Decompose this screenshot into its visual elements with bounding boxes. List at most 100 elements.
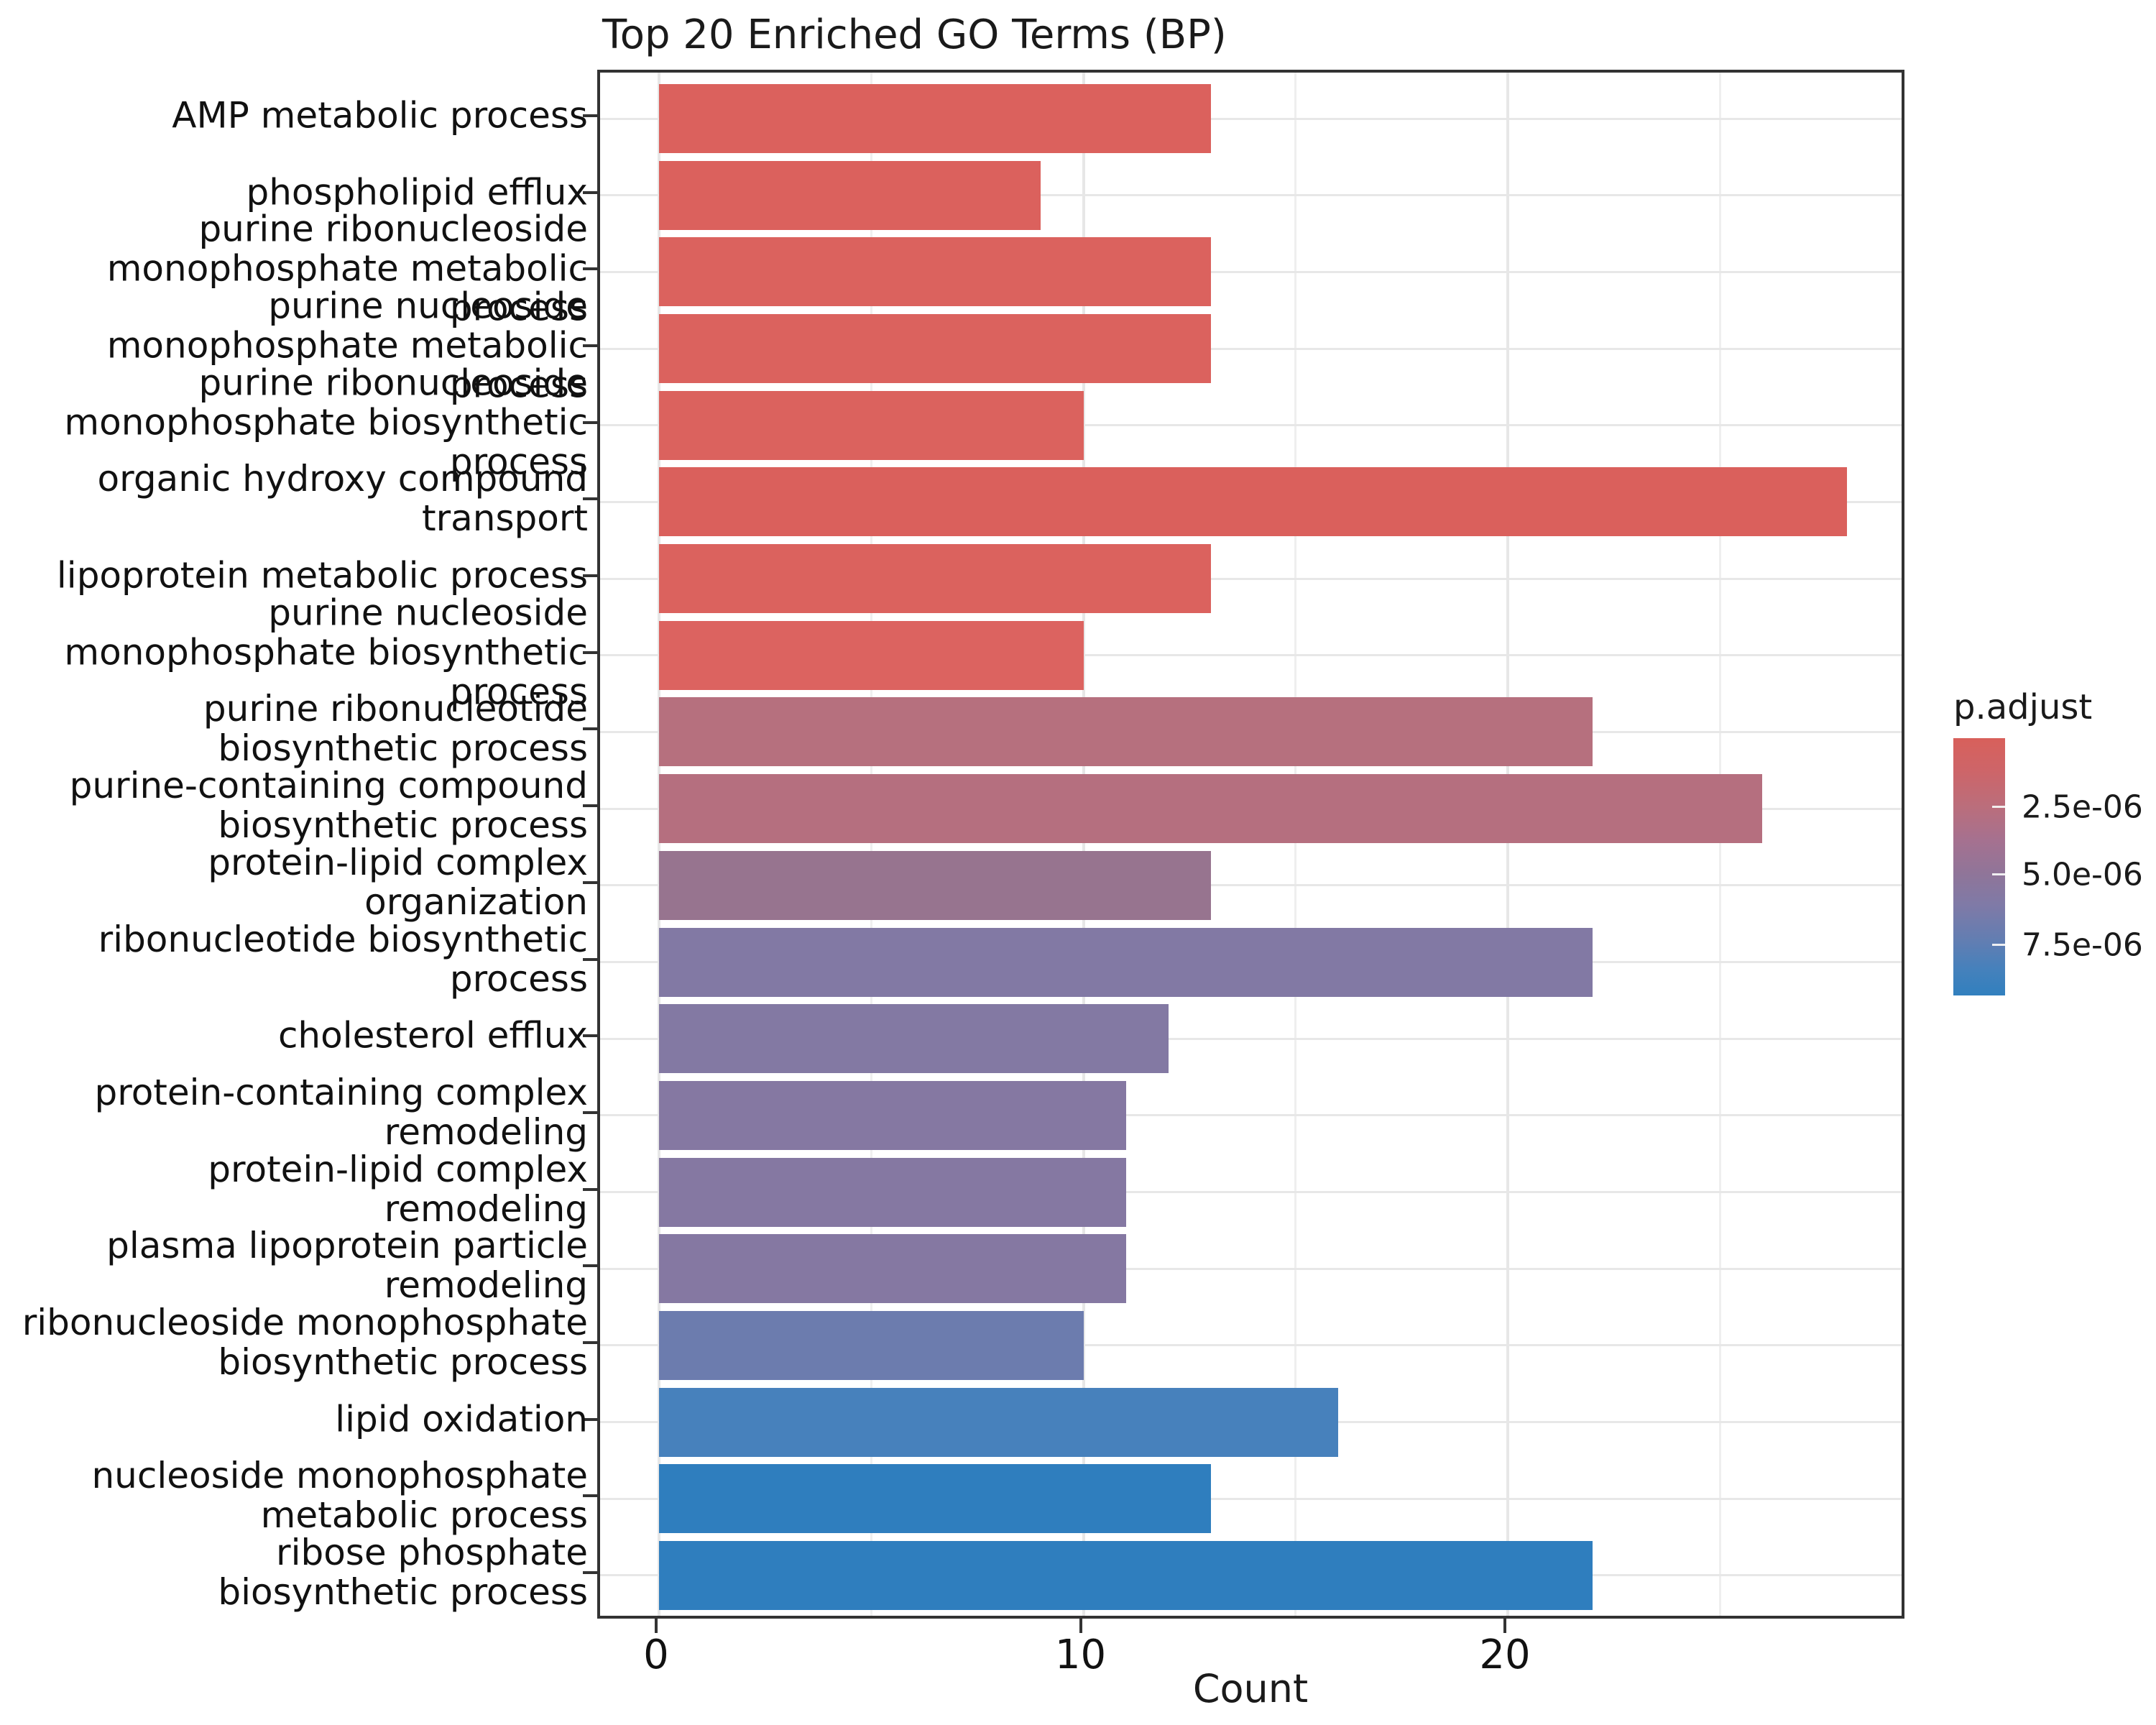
y-tick-label: ribonucleoside monophosphate biosynthetic… bbox=[22, 1301, 588, 1383]
y-tick-label: ribonucleotide biosynthetic process bbox=[98, 919, 588, 1000]
colorbar-tick-label: 2.5e-06 bbox=[2022, 788, 2143, 826]
y-tick-label-line: monophosphate biosynthetic bbox=[64, 401, 588, 443]
y-tick-label-line: remodeling bbox=[384, 1187, 588, 1230]
y-tick-label-line: purine ribonucleoside bbox=[198, 362, 588, 404]
bar bbox=[659, 1387, 1338, 1457]
y-tick bbox=[583, 1340, 597, 1344]
y-tick bbox=[583, 804, 597, 808]
gridline-category bbox=[600, 654, 1902, 657]
y-tick-label-line: purine ribonucleoside bbox=[198, 208, 588, 250]
y-tick bbox=[583, 957, 597, 961]
gridline-category bbox=[600, 1497, 1902, 1500]
y-tick-label: purine ribonucleotide biosynthetic proces… bbox=[203, 689, 588, 768]
gridline-category bbox=[600, 577, 1902, 580]
colorbar-tick-label: 5.0e-06 bbox=[2022, 856, 2143, 893]
y-tick-label-line: organization bbox=[364, 880, 588, 923]
y-tick-label-line: process bbox=[449, 957, 588, 1000]
y-tick-label-line: process bbox=[449, 441, 588, 483]
bar bbox=[659, 1004, 1169, 1074]
gridline-category bbox=[600, 270, 1902, 273]
bar bbox=[659, 390, 1084, 460]
gridline-major-x10 bbox=[1082, 73, 1085, 1616]
colorbar-tick bbox=[1992, 806, 2005, 809]
y-tick-label: protein-lipid complex remodeling bbox=[208, 1148, 588, 1230]
gridline-category bbox=[600, 1344, 1902, 1347]
gridline-category bbox=[600, 424, 1902, 427]
chart-title: Top 20 Enriched GO Terms (BP) bbox=[602, 12, 1227, 58]
bar bbox=[659, 1080, 1126, 1150]
gridline-category bbox=[600, 194, 1902, 197]
x-tick bbox=[1503, 1619, 1506, 1633]
y-tick-label-line: protein-lipid complex bbox=[208, 841, 588, 883]
y-tick-label-line: metabolic process bbox=[260, 1494, 588, 1537]
y-tick-label-line: cholesterol efflux bbox=[277, 1014, 588, 1057]
gridline-minor-x15 bbox=[1294, 73, 1297, 1616]
gridline-category bbox=[600, 347, 1902, 350]
x-axis-title: Count bbox=[1192, 1666, 1309, 1711]
colorbar-tick-label: 7.5e-06 bbox=[2022, 926, 2143, 964]
y-tick bbox=[583, 267, 597, 271]
gridline-minor-x25 bbox=[1718, 73, 1721, 1616]
x-tick-label: 10 bbox=[1054, 1632, 1107, 1678]
y-tick-label-line: purine nucleoside bbox=[268, 285, 588, 327]
y-tick-label: purine ribonucleoside monophosphate metab… bbox=[106, 208, 588, 329]
legend-title: p.adjust bbox=[1953, 687, 2093, 727]
y-tick-label: purine-containing compound biosynthetic p… bbox=[70, 766, 588, 845]
y-tick bbox=[583, 880, 597, 884]
y-tick-label-line: transport bbox=[421, 497, 588, 540]
bar bbox=[659, 774, 1763, 844]
y-tick bbox=[583, 1494, 597, 1498]
y-tick bbox=[583, 344, 597, 348]
gridline-minor-x5 bbox=[870, 73, 872, 1616]
bar bbox=[659, 1464, 1211, 1534]
y-tick-label-line: plasma lipoprotein particle bbox=[106, 1225, 588, 1267]
y-tick bbox=[583, 497, 597, 501]
y-tick bbox=[583, 420, 597, 424]
y-tick-label: purine ribonucleoside monophosphate biosy… bbox=[64, 363, 588, 482]
y-tick-label-line: purine ribonucleotide bbox=[203, 688, 588, 730]
y-tick-label-line: process bbox=[449, 287, 588, 329]
bar bbox=[659, 84, 1211, 153]
y-tick-label-line: ribose phosphate bbox=[276, 1531, 588, 1573]
y-tick-label-line: biosynthetic process bbox=[218, 1340, 588, 1383]
y-tick-label-line: AMP metabolic process bbox=[172, 94, 588, 137]
y-tick-label: AMP metabolic process bbox=[172, 96, 588, 136]
y-tick-label-line: protein-containing complex bbox=[94, 1071, 588, 1113]
y-tick-label-line: remodeling bbox=[384, 1264, 588, 1307]
gridline-category bbox=[600, 1191, 1902, 1194]
bar bbox=[659, 927, 1593, 997]
y-tick-label-line: monophosphate biosynthetic bbox=[64, 631, 588, 673]
y-tick-label: protein-containing complex remodeling bbox=[94, 1071, 588, 1153]
y-tick bbox=[583, 190, 597, 194]
y-tick bbox=[583, 1110, 597, 1114]
y-tick-label: protein-lipid complex organization bbox=[208, 841, 588, 923]
y-tick-label-line: process bbox=[449, 364, 588, 406]
y-tick bbox=[583, 727, 597, 731]
y-tick-label-line: purine nucleoside bbox=[268, 592, 588, 634]
gridline-major-x0 bbox=[658, 73, 660, 1616]
colorbar-tick bbox=[1992, 873, 2005, 876]
y-tick-label-line: ribonucleoside monophosphate bbox=[22, 1301, 588, 1343]
x-tick bbox=[655, 1619, 658, 1633]
colorbar-tick bbox=[1992, 944, 2005, 947]
y-tick-label: phospholipid efflux bbox=[246, 172, 588, 212]
y-tick-label-line: protein-lipid complex bbox=[208, 1148, 588, 1190]
y-tick-label-line: process bbox=[449, 671, 588, 713]
bar bbox=[659, 1157, 1126, 1227]
y-tick-label-line: biosynthetic process bbox=[218, 1570, 588, 1613]
y-tick-label-line: phospholipid efflux bbox=[246, 171, 588, 213]
y-tick-label-line: monophosphate metabolic bbox=[106, 324, 588, 367]
gridline-category bbox=[600, 1037, 1902, 1040]
y-tick-label: plasma lipoprotein particle remodeling bbox=[106, 1226, 588, 1305]
y-tick bbox=[583, 1264, 597, 1268]
y-tick bbox=[583, 1187, 597, 1191]
bar bbox=[659, 850, 1211, 920]
bar bbox=[659, 160, 1041, 230]
y-tick-label-line: monophosphate metabolic bbox=[106, 247, 588, 290]
gridline-category bbox=[600, 1267, 1902, 1270]
y-tick-label-line: remodeling bbox=[384, 1110, 588, 1153]
y-tick-label: organic hydroxy compound transport bbox=[98, 459, 588, 538]
y-tick-label-line: biosynthetic process bbox=[218, 804, 588, 847]
y-tick-label-line: biosynthetic process bbox=[218, 727, 588, 770]
